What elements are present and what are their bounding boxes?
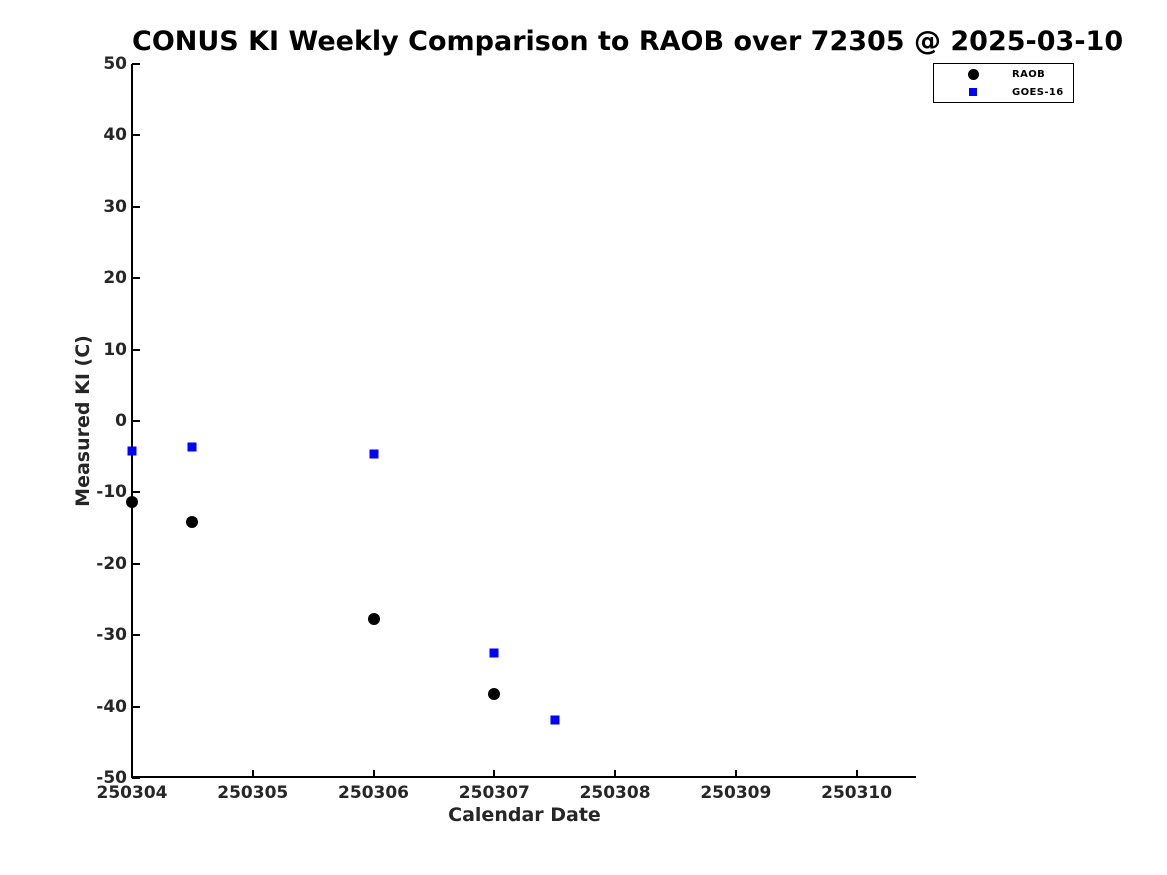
y-tick-label: -40 <box>96 696 127 717</box>
x-tick-mark <box>855 770 858 778</box>
data-point-goes16 <box>187 442 197 452</box>
y-tick-mark <box>132 491 140 494</box>
x-tick-label: 250307 <box>458 783 530 803</box>
x-tick-label: 250306 <box>338 783 410 803</box>
legend-item-raob: RAOB <box>934 66 1073 82</box>
x-axis-label: Calendar Date <box>448 804 601 826</box>
data-point-raob <box>186 516 199 529</box>
data-point-goes16 <box>489 648 499 658</box>
data-point-raob <box>488 688 501 701</box>
y-tick-mark <box>132 777 140 779</box>
y-tick-label: 30 <box>103 196 127 217</box>
x-tick-label: 250310 <box>821 783 893 803</box>
y-tick-label: -20 <box>96 553 127 574</box>
legend-label: GOES-16 <box>1012 86 1064 98</box>
x-tick-label: 250308 <box>579 783 651 803</box>
y-tick-mark <box>132 420 140 422</box>
y-tick-label: -50 <box>96 768 127 788</box>
y-tick-label: 20 <box>103 268 127 289</box>
y-tick-label: 0 <box>115 411 127 431</box>
x-tick-mark <box>734 770 737 778</box>
plot-area <box>131 64 916 778</box>
y-tick-label: 40 <box>103 125 127 146</box>
y-tick-mark <box>132 205 140 208</box>
y-tick-mark <box>132 134 140 137</box>
legend-item-goes16: GOES-16 <box>934 84 1073 100</box>
y-tick-mark <box>132 348 140 351</box>
legend-label: RAOB <box>1012 68 1046 80</box>
y-tick-label: -10 <box>96 482 127 503</box>
y-tick-mark <box>132 562 140 565</box>
y-tick-label: 50 <box>103 54 127 74</box>
data-point-goes16 <box>369 449 379 459</box>
x-tick-mark <box>372 770 375 778</box>
x-tick-label: 250304 <box>96 783 168 803</box>
x-tick-mark <box>614 770 617 778</box>
legend: RAOB GOES-16 <box>933 63 1074 103</box>
x-tick-label: 250305 <box>217 783 289 803</box>
x-tick-mark <box>493 770 496 778</box>
y-tick-mark <box>132 63 140 65</box>
legend-square-icon <box>969 88 977 96</box>
legend-marker-cell <box>934 88 1012 96</box>
x-tick-mark <box>131 770 133 778</box>
data-point-raob <box>126 496 138 509</box>
y-tick-mark <box>132 277 140 280</box>
y-tick-mark <box>132 634 140 637</box>
x-tick-label: 250309 <box>700 783 772 803</box>
data-point-goes16 <box>127 446 137 456</box>
data-point-goes16 <box>550 715 560 725</box>
x-tick-mark <box>251 770 254 778</box>
legend-circle-icon <box>967 68 979 80</box>
data-point-raob <box>367 612 380 625</box>
legend-marker-cell <box>934 68 1012 80</box>
y-tick-label: 10 <box>103 339 127 360</box>
y-tick-label: -30 <box>96 625 127 646</box>
y-tick-mark <box>132 705 140 708</box>
chart-title: CONUS KI Weekly Comparison to RAOB over … <box>132 26 1124 57</box>
